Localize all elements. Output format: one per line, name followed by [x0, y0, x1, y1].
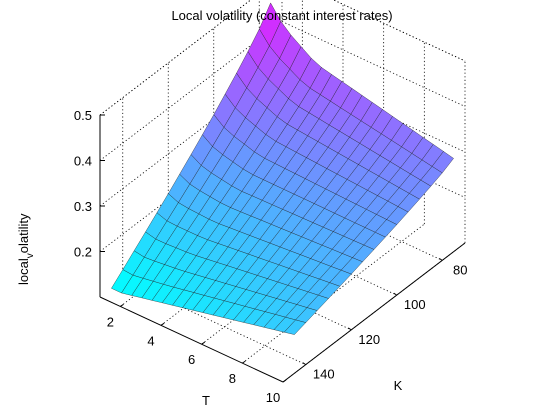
y-tick-label: 100 — [404, 297, 426, 312]
z-tick-label: 0.5 — [74, 108, 92, 123]
z-axis-label-tail: olatility — [16, 213, 31, 253]
x-tick-mark — [120, 304, 124, 307]
y-tick-label: 80 — [453, 262, 467, 277]
y-tick-label: 140 — [313, 367, 335, 382]
x-tick-label: 10 — [266, 390, 280, 405]
y-tick-mark — [302, 362, 307, 366]
x-tick-mark — [160, 322, 165, 326]
y-tick-mark — [393, 292, 398, 296]
x-tick-label: 2 — [107, 314, 114, 329]
x-tick-label: 6 — [188, 352, 195, 367]
x-tick-mark — [282, 379, 287, 383]
surface-mesh — [111, 2, 454, 335]
x-tick-label: 8 — [229, 371, 236, 386]
chart-title: Local volatility (constant interest rate… — [171, 8, 392, 23]
x-axis-label: T — [202, 393, 210, 408]
y-axis-label: K — [394, 378, 403, 393]
floor-grid-T — [242, 223, 425, 364]
y-tick-mark — [438, 257, 443, 261]
y-axis-line — [282, 242, 466, 383]
surface-patch — [283, 319, 307, 335]
z-tick-label: 0.3 — [74, 199, 92, 214]
x-tick-mark — [201, 341, 205, 345]
y-tick-mark — [347, 327, 352, 331]
x-axis-line — [99, 296, 284, 383]
z-tick-label: 0.2 — [74, 245, 92, 260]
z-axis-label-sub: v — [25, 253, 36, 258]
tick-labels: 0.2 0.3 0.4 0.5 2 4 6 8 10 80 100 120 140 — [74, 108, 468, 405]
x-tick-label: 4 — [147, 333, 154, 348]
wall-grid-z2 — [281, 21, 466, 107]
x-tick-mark — [242, 360, 246, 364]
floor-grid-K — [122, 279, 306, 365]
z-axis-label: localvolatility — [16, 213, 36, 285]
back-top-edge — [332, 0, 466, 62]
y-tick-label: 120 — [358, 332, 380, 347]
z-tick-label: 0.4 — [74, 154, 92, 169]
z-axis-label-main: local — [16, 258, 31, 285]
